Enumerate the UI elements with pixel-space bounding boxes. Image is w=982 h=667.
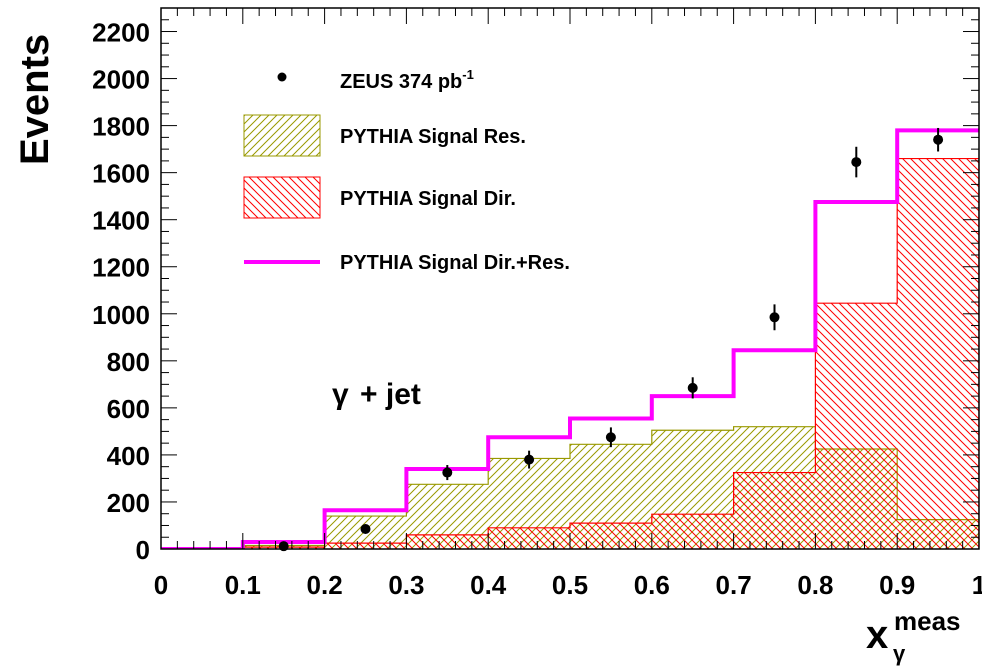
x-tick-label-4: 0.4 (470, 570, 507, 600)
y-axis-label: Events (13, 34, 57, 165)
x-tick-label-7: 0.7 (716, 570, 752, 600)
dir-bar-9 (897, 158, 979, 549)
y-tick-label-10: 2000 (92, 65, 150, 95)
x-tick-labels: 0 0.1 0.2 0.3 0.4 0.5 0.6 0.7 0.8 0.9 1 (154, 570, 982, 600)
dir-bar-4 (488, 527, 570, 549)
x-tick-label-0: 0 (154, 570, 168, 600)
dir-bar-7 (733, 472, 816, 549)
legend-sum-label: PYTHIA Signal Dir.+Res. (340, 252, 570, 274)
data-point-1 (360, 524, 371, 535)
dir-bar-8 (815, 303, 898, 549)
annotation-jet: + jet (360, 378, 421, 411)
dir-bar-5 (570, 523, 652, 549)
x-tick-label-9: 0.9 (879, 570, 915, 600)
y-tick-label-11: 2200 (92, 18, 150, 48)
dir-histogram (161, 157, 979, 549)
dir-bar-2 (324, 543, 407, 549)
x-tick-label-6: 0.6 (634, 570, 670, 600)
legend-res-label: PYTHIA Signal Res. (340, 126, 526, 148)
x-tick-label-1: 0.1 (225, 570, 261, 600)
data-point-2 (442, 467, 453, 478)
annotation: γ + jet (332, 378, 421, 411)
data-point-3 (524, 454, 535, 465)
data-point-5 (687, 382, 698, 393)
axis-ticks (160, 7, 980, 550)
x-axis-label: x meas γ (866, 606, 961, 666)
data-point-4 (605, 432, 616, 443)
x-axis-label-main: x (866, 613, 888, 657)
x-tick-label-5: 0.5 (552, 570, 588, 600)
y-tick-label-3: 600 (107, 394, 150, 424)
legend: ZEUS 374 pb-1 PYTHIA Signal Res. PYTHIA … (243, 67, 570, 274)
x-tick-label-3: 0.3 (388, 570, 424, 600)
data-point-8 (933, 134, 944, 145)
legend-marker-res (243, 114, 321, 157)
x-tick-label-10: 1 (972, 570, 982, 600)
legend-marker-dir (243, 176, 321, 219)
data-point-6 (769, 312, 780, 323)
legend-data-label: ZEUS 374 pb-1 (340, 67, 474, 93)
x-axis-label-sub: γ (893, 641, 906, 666)
annotation-gamma: γ (332, 378, 349, 411)
y-tick-labels: 0 200 400 600 800 1000 1200 1400 1600 1800 2000 220… (92, 18, 150, 565)
y-tick-label-6: 1200 (92, 253, 150, 283)
y-tick-label-2: 400 (107, 441, 150, 471)
dir-bar-6 (651, 514, 734, 549)
y-tick-label-1: 200 (107, 488, 150, 518)
x-tick-label-2: 0.2 (307, 570, 343, 600)
data-point-7 (851, 157, 862, 168)
y-tick-label-5: 1000 (92, 300, 150, 330)
legend-marker-data (277, 72, 287, 82)
y-tick-label-8: 1600 (92, 159, 150, 189)
dir-bar-3 (406, 534, 489, 549)
y-tick-label-7: 1400 (92, 206, 150, 236)
y-tick-label-9: 1800 (92, 112, 150, 142)
y-tick-label-0: 0 (136, 535, 150, 565)
y-tick-label-4: 800 (107, 347, 150, 377)
data-points (278, 127, 944, 552)
x-tick-label-8: 0.8 (797, 570, 833, 600)
x-axis-label-sup: meas (894, 606, 961, 636)
legend-dir-label: PYTHIA Signal Dir. (340, 188, 516, 210)
